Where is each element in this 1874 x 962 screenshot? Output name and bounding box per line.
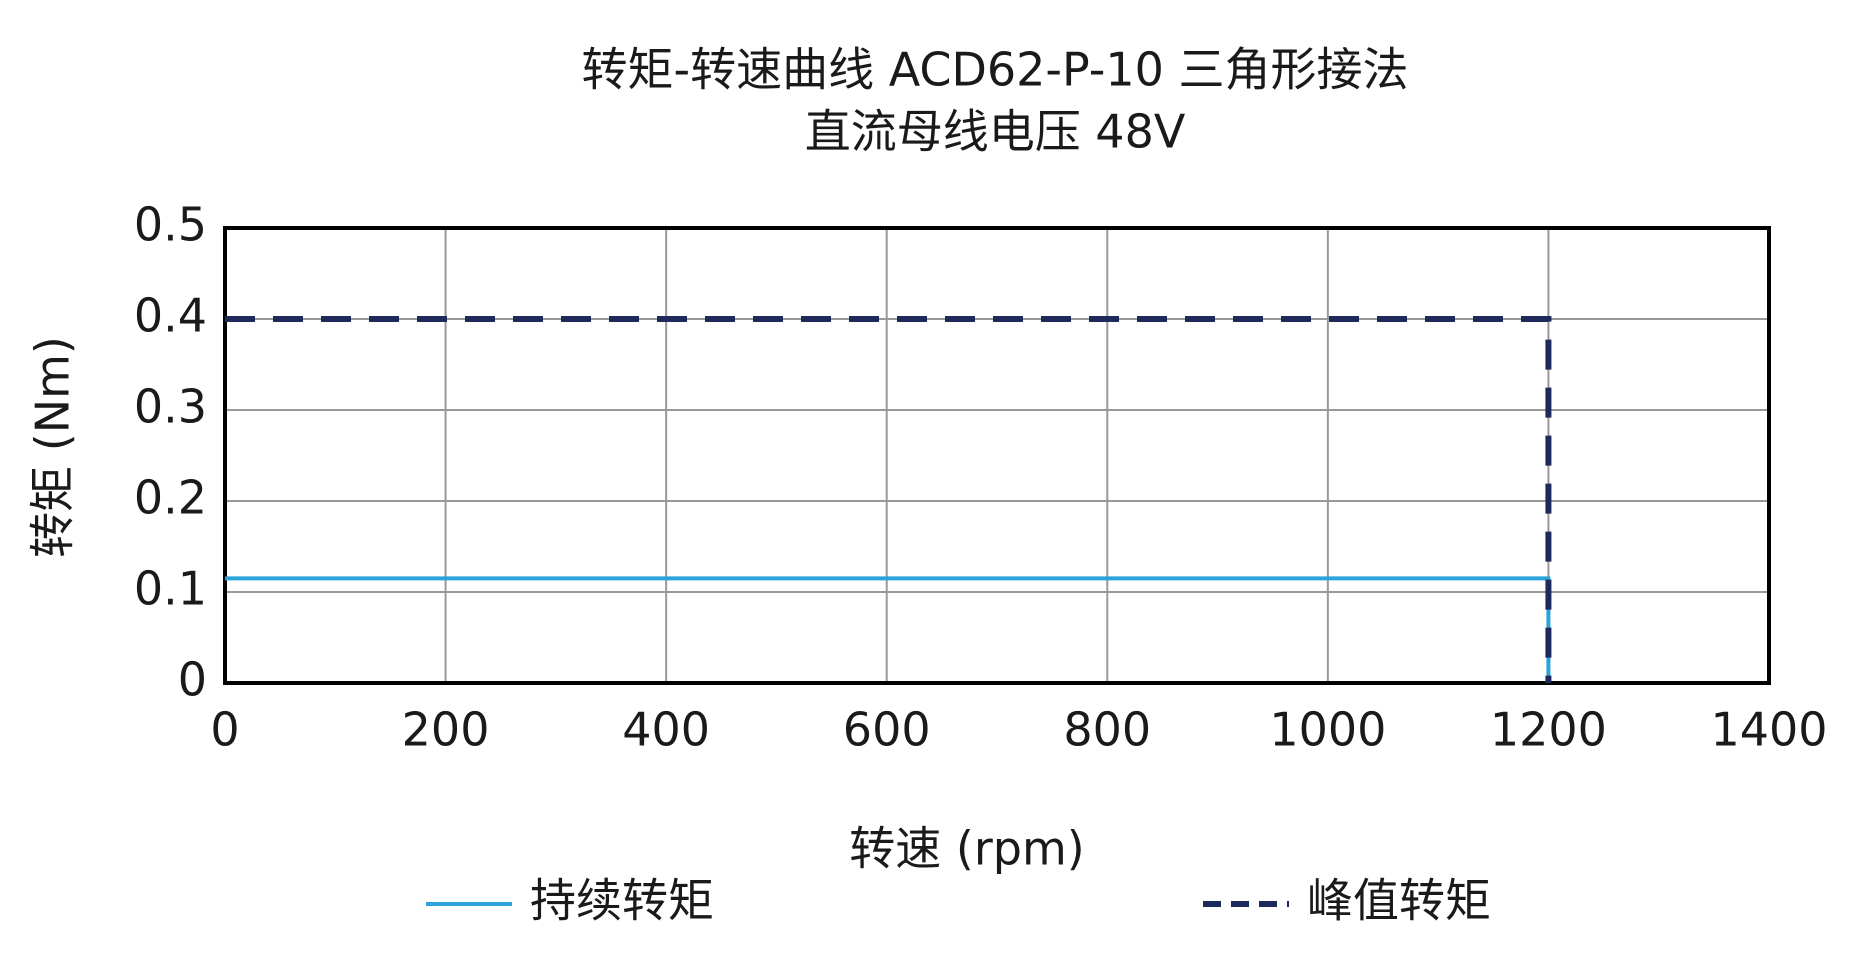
x-tick-label: 1400 xyxy=(1710,703,1827,757)
y-tick-label: 0.2 xyxy=(134,471,207,525)
x-tick-label: 800 xyxy=(1063,703,1151,757)
legend-label: 峰值转矩 xyxy=(1307,874,1491,928)
plot-frame xyxy=(223,226,1771,685)
chart-subtitle: 直流母线电压 48V xyxy=(805,105,1186,159)
y-axis-label: 转矩 (Nm) xyxy=(26,336,80,558)
chart-title: 转矩-转速曲线 ACD62-P-10 三角形接法 xyxy=(581,43,1408,97)
y-tick-label: 0.4 xyxy=(134,289,207,343)
x-tick-label: 0 xyxy=(210,703,239,757)
y-tick-label: 0.3 xyxy=(134,380,207,434)
legend-label: 持续转矩 xyxy=(530,874,714,928)
x-tick-label: 600 xyxy=(843,703,931,757)
y-tick-label: 0.1 xyxy=(134,562,207,616)
y-tick-label: 0.5 xyxy=(134,198,207,252)
x-axis-label: 转速 (rpm) xyxy=(849,822,1084,876)
x-tick-label: 1000 xyxy=(1269,703,1386,757)
x-tick-label: 200 xyxy=(402,703,490,757)
x-tick-label: 1200 xyxy=(1490,703,1607,757)
x-tick-label: 400 xyxy=(622,703,710,757)
series-line xyxy=(225,316,1552,683)
y-tick-label: 0 xyxy=(178,653,207,707)
